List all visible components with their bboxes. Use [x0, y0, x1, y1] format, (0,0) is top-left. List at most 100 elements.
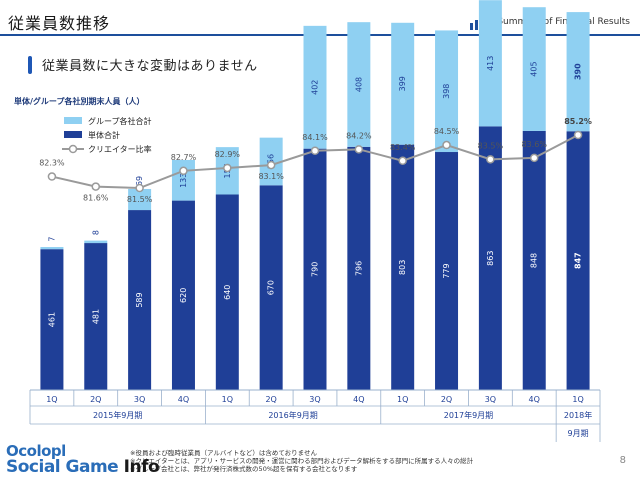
x-tick-label: 3Q — [134, 395, 145, 404]
data-label-standalone: 461 — [47, 312, 56, 327]
x-tick-label: 3Q — [485, 395, 496, 404]
x-tick-label: 1Q — [397, 395, 408, 404]
bar-group — [347, 22, 371, 147]
section-heading: 従業員数に大きな変動はありません — [28, 55, 258, 74]
ratio-label: 82.9% — [215, 150, 241, 159]
ratio-marker — [135, 183, 144, 193]
fiscal-year-label: 2017年9月期 — [444, 410, 493, 420]
ratio-marker — [310, 146, 320, 156]
data-label-standalone: 481 — [91, 309, 100, 324]
data-label-group: 133 — [179, 173, 188, 188]
fiscal-year-label-2: 9月期 — [568, 429, 589, 438]
data-label-group: 7 — [47, 236, 56, 241]
ratio-marker — [398, 156, 407, 166]
bar-standalone — [259, 185, 283, 390]
page-title: 従業員数推移 — [8, 14, 111, 33]
bar-standalone — [171, 200, 195, 390]
bar-standalone — [478, 126, 502, 390]
x-tick-label: 2Q — [90, 395, 101, 404]
ratio-marker — [91, 182, 101, 191]
bar-standalone — [347, 146, 371, 390]
data-label-standalone: 640 — [223, 285, 232, 300]
data-label-standalone: 847 — [574, 252, 583, 269]
footnote: ※役員および臨時従業員（アルバイトなど）は含めておりません — [130, 449, 317, 457]
data-label-standalone: 589 — [135, 292, 144, 307]
data-label-group: 408 — [354, 77, 363, 92]
data-label-standalone: 848 — [530, 253, 539, 268]
bar-group — [478, 0, 502, 127]
bar-group — [128, 188, 152, 211]
ratio-label: 84.2% — [346, 131, 372, 140]
ratio-label: 83.6% — [522, 140, 548, 149]
bar-standalone — [40, 249, 64, 390]
x-tick-label: 1Q — [46, 395, 57, 404]
legend-label-standalone: 単体合計 — [88, 130, 120, 140]
bar-group — [303, 25, 327, 149]
watermark-top: Ocolopl — [6, 442, 66, 460]
ratio-label: 82.7% — [171, 153, 197, 162]
ratio-label: 82.3% — [39, 159, 65, 168]
x-tick-label: 2Q — [441, 395, 452, 404]
data-label-standalone: 670 — [267, 280, 276, 295]
ratio-marker — [529, 153, 539, 163]
legend-label-ratio: クリエイター比率 — [88, 144, 152, 154]
legend-swatch-standalone — [64, 131, 82, 138]
data-label-standalone: 796 — [354, 261, 363, 276]
bar-standalone — [215, 194, 239, 390]
data-label-standalone: 779 — [442, 263, 451, 278]
data-label-group: 413 — [486, 56, 495, 71]
watermark-bottom-text: Social Game — [6, 457, 119, 477]
fiscal-year-label: 2018年 — [564, 410, 592, 420]
data-label-group: 8 — [91, 230, 100, 235]
ratio-label: 83.1% — [258, 172, 284, 181]
ratio-label: 81.5% — [127, 195, 153, 204]
x-tick-label: 1Q — [572, 395, 583, 404]
bar-standalone — [522, 130, 546, 390]
brand-label: Summary of Financial Results — [497, 17, 630, 27]
bar-group — [84, 240, 108, 244]
bar-group — [522, 7, 546, 131]
legend-marker-ratio — [68, 144, 78, 154]
ratio-marker — [573, 130, 583, 140]
data-label-standalone: 803 — [398, 260, 407, 275]
ratio-marker — [266, 160, 276, 170]
data-label-group: 390 — [574, 63, 583, 80]
section-marker — [28, 55, 32, 74]
chart-title: 単体/グループ各社別期末人員（人） — [14, 97, 145, 106]
ratio-label: 83.5% — [478, 141, 504, 150]
bar-group — [40, 247, 64, 250]
ratio-label: 84.5% — [434, 127, 460, 136]
ratio-marker — [47, 172, 57, 181]
x-tick-label: 4Q — [353, 395, 364, 404]
bar-standalone — [84, 243, 108, 390]
data-label-group: 398 — [442, 84, 451, 99]
ratio-marker — [442, 140, 451, 150]
x-tick-label: 1Q — [222, 395, 233, 404]
fiscal-year-label: 2016年9月期 — [268, 410, 317, 420]
legend-label-group: グループ各社合計 — [88, 116, 152, 126]
footnotes: ※役員および臨時従業員（アルバイトなど）は含めておりません ※クリエイターとは、… — [130, 449, 473, 473]
x-tick-label: 2Q — [265, 395, 276, 404]
data-label-group: 69 — [135, 176, 144, 186]
footnote: ※グループ会社とは、弊社が発行済株式数の50%超を保有する会社となります — [130, 465, 358, 473]
x-tick-label: 3Q — [309, 395, 320, 404]
bar-group — [566, 12, 590, 132]
ratio-label: 81.6% — [83, 194, 109, 203]
x-tick-label: 4Q — [529, 395, 540, 404]
ratio-marker — [179, 166, 188, 176]
watermark-logo: Ocolopl Social Game Info — [6, 442, 160, 477]
section-heading-text: 従業員数に大きな変動はありません — [42, 59, 258, 74]
watermark-info: Info — [123, 457, 160, 477]
data-label-standalone: 790 — [311, 262, 320, 277]
data-label-standalone: 863 — [486, 251, 495, 266]
ratio-label: 85.2% — [564, 117, 592, 126]
data-label-group: 399 — [398, 76, 407, 91]
x-tick-label: 4Q — [178, 395, 189, 404]
bar-standalone — [303, 148, 327, 390]
fiscal-year-label: 2015年9月期 — [93, 410, 142, 420]
bar-standalone — [391, 144, 415, 390]
bar-standalone — [566, 131, 590, 390]
watermark-bottom: Social Game Info — [6, 457, 160, 477]
bar-standalone — [128, 210, 152, 390]
